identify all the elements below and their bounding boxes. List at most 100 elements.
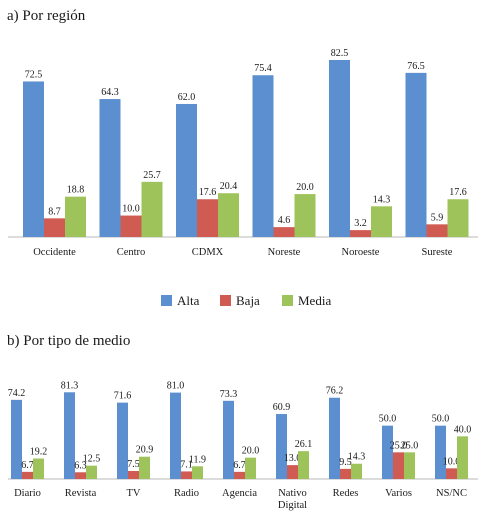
category-label-0: Occidente [33,247,76,258]
bar-baja-2 [197,199,218,237]
value-label-baja-1: 6.3 [74,460,87,471]
category-label-4: Noroeste [342,247,380,258]
bar-media-5 [447,199,469,237]
bar-alta-2 [117,402,128,479]
category-label-5: Nativo Digital [278,488,307,511]
value-label-baja-5: 13.0 [284,453,302,464]
bar-media-4 [371,206,392,237]
bar-baja-5 [287,465,298,479]
value-label-media-5: 26.1 [295,439,313,450]
value-label-alta-1: 64.3 [101,87,119,98]
bar-alta-3 [170,392,181,479]
value-label-baja-0: 6.7 [21,460,34,471]
bar-media-8 [457,436,468,479]
bar-baja-0 [22,471,33,479]
bar-alta-0 [23,81,44,237]
value-label-baja-1: 10.0 [122,204,140,215]
bar-media-6 [351,463,362,479]
bar-media-1 [141,181,163,237]
legend: Alta Baja Media [161,293,331,308]
value-label-media-3: 11.9 [189,454,206,465]
bar-baja-3 [273,227,295,237]
value-label-media-4: 20.0 [242,446,260,457]
chart-b-media-type: 74.2 6.7 19.2 Diario 81.3 6.312.5 Revista 71.6 7… [8,380,478,511]
bar-alta-8 [435,425,446,479]
chart-a-title: a) Por región [7,8,86,24]
bar-baja-7 [393,452,404,479]
chart-b-title: b) Por tipo de medio [7,333,130,349]
value-label-baja-4: 3.2 [354,218,367,229]
value-label-baja-0: 8.7 [48,206,61,217]
bar-alta-0 [11,399,22,479]
category-label-2: TV [127,488,141,499]
bar-baja-8 [446,468,457,479]
bar-alta-1 [99,99,121,237]
bar-alta-7 [382,425,393,479]
bar-media-7 [404,452,415,479]
value-label-alta-0: 72.5 [25,69,43,80]
bar-alta-2 [176,103,197,238]
legend-swatch-baja [220,295,231,306]
value-label-media-1: 25.7 [143,170,161,181]
bar-alta-4 [329,60,350,237]
bar-baja-6 [340,468,351,479]
bar-media-0 [65,196,86,237]
bar-alta-6 [329,397,340,479]
bar-alta-5 [276,414,287,479]
bar-baja-4 [350,230,371,237]
bar-media-2 [139,456,150,479]
bar-alta-3 [252,75,274,237]
value-label-media-0: 19.2 [30,447,48,458]
category-label-1: Centro [117,247,146,258]
value-label-media-6: 14.3 [348,452,366,463]
bar-media-1 [86,465,97,479]
bar-media-3 [294,194,316,237]
category-label-7: Varios [385,488,412,499]
value-label-baja-5: 5.9 [431,212,444,223]
bar-media-4 [245,457,256,479]
category-label-5: Sureste [422,247,453,258]
category-label-1: Revista [65,488,97,499]
value-label-baja-3: 7.1 [180,459,193,470]
value-label-media-3: 20.0 [296,182,314,193]
bar-baja-1 [120,215,142,237]
value-label-alta-1: 81.3 [61,380,79,391]
value-label-media-2: 20.4 [220,181,238,192]
value-label-alta-3: 81.0 [167,381,185,392]
value-label-media-5: 17.6 [449,187,467,198]
legend-swatch-media [282,295,293,306]
bar-media-2 [218,193,239,237]
value-label-media-8: 40.0 [454,424,472,435]
bar-media-5 [298,451,309,479]
value-label-alta-2: 62.0 [178,92,196,103]
bar-alta-1 [64,392,75,479]
category-label-0: Diario [14,488,41,499]
bar-baja-0 [44,218,65,237]
value-label-baja-3: 4.6 [278,215,291,226]
category-label-3: Noreste [268,247,301,258]
value-label-media-1: 12.5 [83,454,101,465]
legend-label-alta: Alta [177,293,200,308]
value-label-baja-6: 9.5 [339,457,352,468]
value-label-alta-8: 50.0 [432,414,450,425]
bar-alta-4 [223,400,234,479]
value-label-media-7: 25.0 [401,440,419,451]
category-label-2: CDMX [192,247,224,258]
value-label-alta-3: 75.4 [254,63,272,74]
value-label-alta-0: 74.2 [8,388,26,399]
value-label-alta-7: 50.0 [379,414,397,425]
category-label-4: Agencia [222,488,257,499]
category-label-3: Radio [174,488,199,499]
legend-label-baja: Baja [236,293,260,308]
value-label-alta-2: 71.6 [114,391,132,402]
value-label-media-4: 14.3 [373,194,391,205]
bar-baja-2 [128,471,139,479]
value-label-baja-8: 10.0 [443,456,461,467]
value-label-alta-6: 76.2 [326,386,344,397]
value-label-baja-7: 25.0 [390,440,408,451]
bar-alta-5 [405,72,427,237]
value-label-baja-2: 17.6 [199,187,217,198]
value-label-alta-4: 82.5 [331,48,349,59]
bar-media-3 [192,466,203,479]
value-label-alta-5: 60.9 [273,402,291,413]
